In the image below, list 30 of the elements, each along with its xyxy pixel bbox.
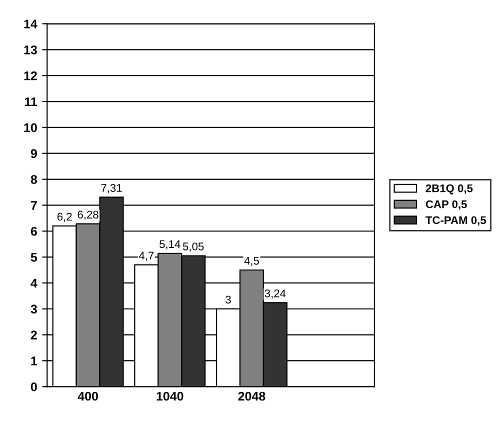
y-tick-label: 8	[30, 175, 38, 184]
y-tick-label: 7	[30, 201, 37, 210]
data-label: 7,31	[101, 184, 122, 194]
y-tick-label: 4	[30, 278, 38, 288]
data-label: 6,28	[78, 210, 98, 220]
data-label: 5,14	[160, 240, 180, 250]
y-tick-label: 5	[30, 252, 38, 262]
y-tick-label: 13	[24, 45, 37, 54]
x-tick-label: 2048	[238, 392, 266, 401]
y-tick-label: 1	[31, 356, 38, 366]
data-label: 3,24	[264, 289, 286, 299]
y-tick-label: 12	[24, 71, 37, 80]
y-tick-label: 10	[24, 123, 37, 132]
data-label: 5,05	[182, 242, 204, 252]
legend-label: TC-PAM 0,5	[426, 216, 486, 226]
x-tick-label: 400	[78, 392, 98, 401]
x-tick-label: 1040	[156, 392, 184, 401]
legend-label: CAP 0,5	[426, 200, 467, 210]
data-label: 4,5	[244, 256, 259, 266]
y-tick-label: 6	[30, 226, 37, 236]
data-label: 3	[226, 296, 231, 304]
y-tick-label: 0	[30, 382, 37, 392]
y-tick-label: 3	[30, 304, 37, 314]
data-label: 6,2	[57, 212, 72, 222]
legend-label: 2B1Q 0,5	[426, 184, 473, 194]
y-tick-label: 14	[24, 20, 38, 28]
data-label: 4,7	[138, 252, 154, 261]
y-tick-label: 9	[30, 149, 37, 158]
y-tick-label: 11	[24, 97, 38, 106]
y-tick-label: 2	[30, 330, 37, 340]
